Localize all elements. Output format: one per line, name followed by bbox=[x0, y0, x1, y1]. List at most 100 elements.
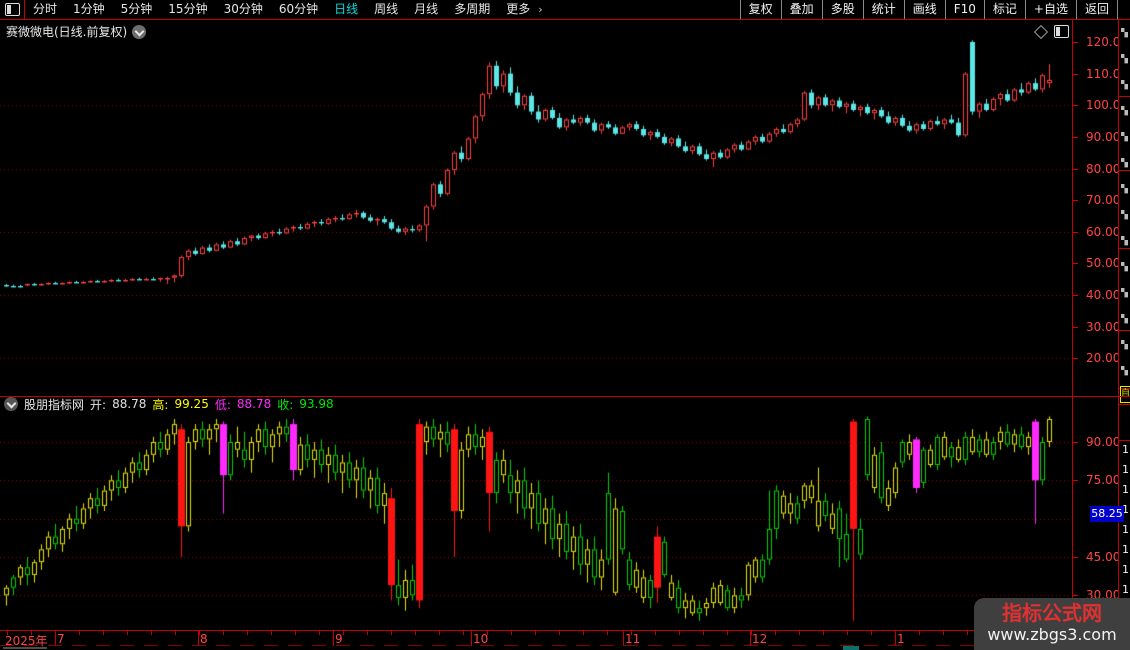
toolbar-action-item-0[interactable]: 复权 bbox=[739, 0, 781, 19]
toolbar-action-item-2[interactable]: 多股 bbox=[821, 0, 863, 19]
axis-minor-tick bbox=[415, 631, 416, 635]
axis-tick bbox=[1073, 200, 1078, 201]
month-boundary-line bbox=[198, 631, 199, 646]
strip-digit: 1 bbox=[1122, 443, 1129, 456]
axis-price-label: 40.00 bbox=[1086, 288, 1121, 302]
axis-tick bbox=[1073, 595, 1078, 596]
axis-tick bbox=[1073, 137, 1078, 138]
date-axis-subticks bbox=[0, 645, 1072, 646]
axis-tick bbox=[1073, 295, 1078, 296]
diamond-marker-icon[interactable] bbox=[1033, 24, 1049, 39]
axis-price-label: 90.00 bbox=[1086, 130, 1121, 144]
axis-minor-tick bbox=[775, 631, 776, 635]
axis-minor-tick bbox=[223, 631, 224, 635]
strip-separator-line bbox=[1119, 330, 1130, 331]
clipped-text-fragment: ▚ bbox=[1121, 28, 1128, 38]
toolbar-action-item-3[interactable]: 统计 bbox=[862, 0, 904, 19]
axis-price-label: 90.00 bbox=[1086, 435, 1121, 449]
watermark-url: www.zbgs3.com bbox=[987, 625, 1117, 644]
split-window-icon bbox=[4, 3, 20, 16]
last-value-badge: 58.25 bbox=[1090, 506, 1124, 522]
toolbar-period-item-6[interactable]: 日线 bbox=[334, 2, 359, 16]
layout-icon[interactable] bbox=[1054, 25, 1069, 38]
axis-minor-tick bbox=[679, 631, 680, 635]
candlestick-chart-canvas[interactable] bbox=[0, 20, 1072, 630]
toolbar-period-item-1[interactable]: 1分钟 bbox=[73, 2, 105, 16]
toolbar-period-item-2[interactable]: 5分钟 bbox=[120, 2, 153, 16]
axis-price-label: 120.0 bbox=[1086, 35, 1121, 49]
indicator-close-value: 93.98 bbox=[299, 397, 334, 411]
toolbar-action-item-8[interactable]: 返回 bbox=[1075, 0, 1118, 19]
clipped-text-fragment: ▚ bbox=[1121, 54, 1128, 64]
title-dropdown-chevron-icon[interactable] bbox=[132, 24, 147, 39]
strip-separator-line bbox=[1119, 404, 1130, 405]
axis-minor-tick bbox=[55, 631, 56, 635]
axis-minor-tick bbox=[895, 631, 896, 635]
toolbar-period-item-3[interactable]: 15分钟 bbox=[168, 2, 208, 16]
toolbar-period-item-10[interactable]: 更多 bbox=[506, 2, 531, 16]
axis-month-label: 11 bbox=[625, 632, 641, 646]
axis-minor-tick bbox=[391, 631, 392, 635]
axis-tick bbox=[1073, 169, 1078, 170]
axis-minor-tick bbox=[151, 631, 152, 635]
clipped-text-fragment: ▚ bbox=[1121, 236, 1128, 246]
toolbar-period-item-9[interactable]: 多周期 bbox=[454, 2, 491, 16]
toolbar-period-items: 分时 1分钟 5分钟 15分钟 30分钟 60分钟 日线 周线 月线 多周期 更多 bbox=[25, 0, 538, 19]
toolbar-period-item-8[interactable]: 月线 bbox=[414, 2, 439, 16]
strip-digit: 1 bbox=[1122, 563, 1129, 576]
axis-price-label: 75.00 bbox=[1086, 473, 1121, 487]
axis-month-label: 12 bbox=[752, 632, 768, 646]
top-toolbar: 分时 1分钟 5分钟 15分钟 30分钟 60分钟 日线 周线 月线 多周期 更多 › 复权 叠加 多股… bbox=[0, 0, 1130, 20]
toolbar-period-item-5[interactable]: 60分钟 bbox=[278, 2, 319, 16]
clipped-text-fragment: ▚ bbox=[1121, 366, 1128, 376]
axis-minor-tick bbox=[607, 631, 608, 635]
axis-minor-tick bbox=[31, 631, 32, 635]
indicator-low-label: 低: bbox=[214, 397, 231, 412]
indicator-close-label: 收: bbox=[277, 397, 294, 412]
axis-minor-tick bbox=[319, 631, 320, 635]
axis-price-label: 110.0 bbox=[1086, 67, 1121, 81]
toolbar-action-item-6[interactable]: 标记 bbox=[983, 0, 1025, 19]
chart-corner-icons bbox=[1033, 24, 1069, 39]
axis-minor-tick bbox=[535, 631, 536, 635]
toolbar-period-item-7[interactable]: 周线 bbox=[374, 2, 399, 16]
indicator-header: 股朋指标网 开: 88.78 高: 99.25 低: 88.78 收: 93.9… bbox=[4, 396, 334, 412]
indicator-high-value: 99.25 bbox=[174, 397, 209, 411]
watermark: 指标公式网 www.zbgs3.com bbox=[974, 598, 1130, 650]
axis-tick bbox=[1073, 42, 1078, 43]
strip-digit: 1 bbox=[1122, 483, 1129, 496]
toolbar-action-item-4[interactable]: 画线 bbox=[903, 0, 945, 19]
toolbar-period-item-4[interactable]: 30分钟 bbox=[223, 2, 263, 16]
strip-separator-line bbox=[1119, 440, 1130, 441]
clipped-text-fragment: ▚ bbox=[1121, 80, 1128, 90]
more-arrow-icon[interactable]: › bbox=[538, 3, 543, 16]
main-chart-title-row: 赛微微电(日线.前复权) bbox=[6, 23, 147, 40]
axis-minor-tick bbox=[847, 631, 848, 635]
toolbar-period-item-0[interactable]: 分时 bbox=[33, 2, 58, 16]
axis-tick bbox=[1073, 74, 1078, 75]
axis-minor-tick bbox=[727, 631, 728, 635]
date-axis: 2025年 7 8 9 10 11 12 1 bbox=[0, 630, 1072, 648]
toolbar-action-item-7[interactable]: +自选 bbox=[1024, 0, 1076, 19]
indicator-collapse-chevron-icon[interactable] bbox=[4, 397, 18, 411]
axis-month-label: 1 bbox=[897, 632, 905, 646]
toolbar-action-item-1[interactable]: 叠加 bbox=[780, 0, 822, 19]
axis-minor-tick bbox=[247, 631, 248, 635]
month-boundary-line bbox=[895, 631, 896, 646]
axis-minor-tick bbox=[487, 631, 488, 635]
panel-separator-line bbox=[0, 396, 1130, 397]
axis-minor-tick bbox=[559, 631, 560, 635]
axis-minor-tick bbox=[127, 631, 128, 635]
clipped-text-fragment: ▚ bbox=[1121, 106, 1128, 116]
axis-minor-tick bbox=[751, 631, 752, 635]
clipped-right-panel: ▚ ▚ ▚ ▚ ▚ ▚ ▚ ▚ ▚ ▚ ▚ ▚ ▚ ▚ 自 1 1 1 1 1 1 1 1 bbox=[1118, 20, 1130, 630]
toolbar-action-item-5[interactable]: F10 bbox=[944, 0, 984, 19]
window-split-button[interactable] bbox=[0, 0, 25, 19]
watermark-title: 指标公式网 bbox=[1002, 601, 1102, 625]
month-boundary-line bbox=[623, 631, 624, 646]
strip-digit: 1 bbox=[1122, 503, 1129, 516]
axis-minor-tick bbox=[703, 631, 704, 635]
axis-minor-tick bbox=[655, 631, 656, 635]
clipped-bottom-fragment bbox=[843, 646, 859, 650]
strip-digit: 1 bbox=[1122, 463, 1129, 476]
